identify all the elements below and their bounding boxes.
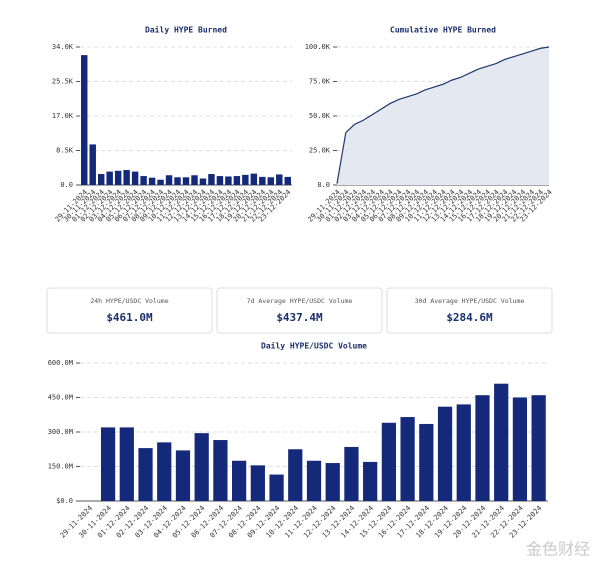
line [336, 46, 550, 184]
card-label: 7d Average HYPE/USDC Volume [247, 297, 353, 305]
bar [267, 177, 275, 185]
bar [148, 177, 156, 185]
bar [531, 395, 546, 501]
bar [419, 423, 434, 501]
bar [250, 465, 265, 501]
bar [106, 171, 113, 185]
y-tick-label: 75.0K [309, 78, 331, 86]
bar [400, 417, 415, 501]
bar [157, 179, 164, 185]
bar [216, 176, 224, 185]
chart-title: Daily HYPE Burned [145, 25, 227, 35]
bar [344, 446, 359, 501]
bar [97, 174, 105, 185]
card-label: 24h HYPE/USDC Volume [90, 297, 168, 305]
y-tick-label: 8.5K [56, 147, 74, 155]
bar [269, 474, 284, 501]
bar [174, 177, 181, 185]
y-tick-label: 17.0K [52, 112, 74, 120]
bar [381, 422, 396, 501]
bar [89, 144, 96, 185]
bar [191, 175, 198, 185]
bar [199, 178, 207, 185]
card-label: 30d Average HYPE/USDC Volume [415, 297, 525, 305]
y-tick-label: 600.0M [48, 359, 73, 367]
bar [456, 404, 471, 501]
bar [194, 433, 209, 501]
bar [242, 174, 249, 185]
y-tick-label: 25.5K [52, 78, 74, 86]
bar [325, 463, 340, 501]
y-tick-label: 450.0M [48, 394, 73, 402]
bar [114, 170, 122, 185]
y-tick-label: 0.0 [60, 181, 73, 189]
bar [175, 450, 191, 501]
y-tick-label: $0.0 [56, 497, 73, 505]
bar [81, 55, 88, 185]
bar [182, 177, 190, 185]
area [337, 47, 549, 185]
bar [165, 175, 173, 185]
chart-title: Daily HYPE/USDC Volume [261, 341, 367, 351]
bar [157, 442, 172, 501]
bar [284, 176, 291, 185]
card-value: $437.4M [276, 311, 323, 324]
stat-card [216, 287, 383, 334]
y-tick-label: 300.0M [48, 428, 73, 436]
bar [475, 395, 490, 501]
bar [288, 449, 303, 501]
y-tick-label: 34.0K [52, 43, 74, 51]
stat-card [46, 287, 213, 334]
bar [213, 440, 228, 501]
bar [131, 171, 139, 185]
y-tick-label: 0.0 [317, 181, 330, 189]
bar [250, 173, 258, 185]
bar [437, 406, 453, 501]
bar [208, 174, 215, 185]
y-tick-label: 100.0K [305, 43, 331, 51]
bar [100, 427, 116, 501]
bar [233, 176, 241, 185]
bar [232, 460, 247, 501]
bar [276, 174, 283, 185]
bar [140, 176, 147, 185]
card-value: $284.6M [446, 311, 493, 324]
y-tick-label: 150.0M [48, 463, 73, 471]
bar [259, 176, 266, 185]
bar [119, 427, 134, 501]
y-tick-label: 50.0K [309, 112, 331, 120]
card-value: $461.0M [106, 311, 153, 324]
y-tick-label: 25.0K [309, 147, 331, 155]
bar [512, 397, 528, 501]
bar [363, 461, 378, 501]
watermark: 金色财经 [526, 540, 590, 559]
bar [123, 169, 130, 185]
bar [225, 176, 232, 185]
stat-card [386, 287, 553, 334]
bar [138, 448, 153, 501]
bar [494, 383, 509, 501]
bar [306, 460, 322, 501]
chart-title: Cumulative HYPE Burned [390, 25, 496, 35]
